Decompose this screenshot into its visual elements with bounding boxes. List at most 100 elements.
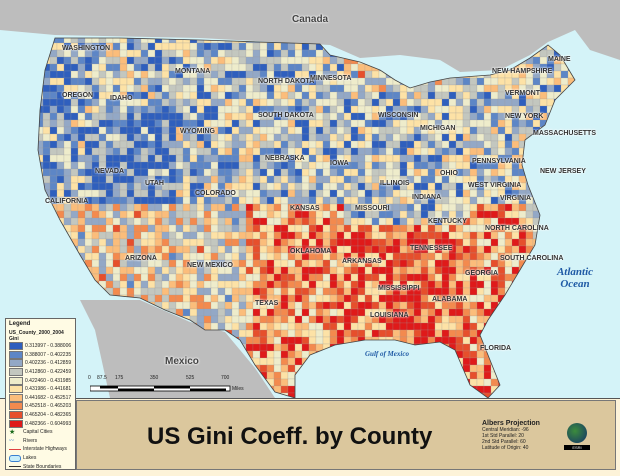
county-cell (203, 203, 212, 212)
county-cell (182, 77, 191, 86)
county-cell (133, 238, 142, 247)
county-cell (280, 126, 289, 135)
county-cell (245, 56, 254, 65)
county-cell (336, 224, 345, 233)
county-cell (140, 210, 149, 219)
county-cell (98, 175, 107, 184)
county-cell (469, 119, 478, 128)
county-cell (119, 287, 128, 296)
county-cell (350, 105, 359, 114)
county-cell (224, 161, 233, 170)
county-cell (469, 210, 478, 219)
county-cell (469, 364, 478, 373)
county-cell (63, 140, 72, 149)
county-cell (308, 266, 317, 275)
legend-layer: US_County_2000_2004 (9, 330, 64, 336)
county-cell (105, 112, 114, 121)
county-cell (231, 203, 240, 212)
county-cell (63, 147, 72, 156)
county-cell (420, 140, 429, 149)
county-cell (308, 84, 317, 93)
county-cell (70, 56, 79, 65)
county-cell (161, 238, 170, 247)
county-cell (84, 189, 93, 198)
county-cell (49, 133, 58, 142)
county-cell (273, 49, 282, 58)
county-cell (133, 196, 142, 205)
county-cell (189, 308, 198, 317)
county-cell (140, 77, 149, 86)
county-cell (322, 119, 331, 128)
county-cell (280, 315, 289, 324)
county-cell (266, 231, 275, 240)
county-cell (504, 147, 513, 156)
county-cell (56, 161, 65, 170)
county-cell (392, 154, 401, 163)
county-cell (196, 105, 205, 114)
county-cell (483, 287, 492, 296)
county-cell (420, 280, 429, 289)
county-cell (336, 196, 345, 205)
county-cell (231, 161, 240, 170)
county-cell (448, 84, 457, 93)
county-cell (329, 175, 338, 184)
county-cell (126, 280, 135, 289)
county-cell (490, 252, 499, 261)
county-cell (217, 42, 226, 51)
gulf-label: Gulf of Mexico (365, 350, 409, 358)
county-cell (245, 336, 254, 345)
legend-class: 0.441682 - 0.452517 (9, 393, 72, 403)
county-cell (112, 42, 121, 51)
county-cell (462, 336, 471, 345)
county-cell (175, 112, 184, 121)
county-cell (420, 315, 429, 324)
county-cell (259, 336, 268, 345)
county-cell (231, 322, 240, 331)
county-cell (175, 294, 184, 303)
county-cell (406, 266, 415, 275)
county-cell (238, 266, 247, 275)
county-cell (427, 91, 436, 100)
county-cell (490, 287, 499, 296)
county-cell (203, 84, 212, 93)
county-cell (112, 105, 121, 114)
county-cell (329, 203, 338, 212)
county-cell (448, 224, 457, 233)
county-cell (266, 203, 275, 212)
county-cell (112, 182, 121, 191)
county-cell (245, 322, 254, 331)
county-cell (112, 217, 121, 226)
county-cell (301, 273, 310, 282)
county-cell (434, 224, 443, 233)
county-cell (364, 280, 373, 289)
county-cell (413, 315, 422, 324)
legend-swatch (9, 419, 23, 428)
county-cell (56, 168, 65, 177)
county-cell (217, 196, 226, 205)
county-cell (357, 280, 366, 289)
county-cell (126, 77, 135, 86)
county-cell (336, 84, 345, 93)
county-cell (315, 147, 324, 156)
county-cell (84, 112, 93, 121)
county-cell (441, 252, 450, 261)
county-cell (525, 119, 534, 128)
county-cell (413, 266, 422, 275)
county-cell (168, 168, 177, 177)
county-cell (490, 91, 499, 100)
county-cell (98, 245, 107, 254)
county-cell (427, 252, 436, 261)
county-cell (154, 119, 163, 128)
county-cell (322, 294, 331, 303)
county-cell (287, 364, 296, 373)
county-cell (420, 154, 429, 163)
county-cell (217, 238, 226, 247)
county-cell (259, 252, 268, 261)
county-cell (140, 273, 149, 282)
county-cell (434, 308, 443, 317)
county-cell (497, 273, 506, 282)
county-cell (98, 217, 107, 226)
county-cell (441, 105, 450, 114)
county-cell (217, 112, 226, 121)
county-cell (329, 56, 338, 65)
